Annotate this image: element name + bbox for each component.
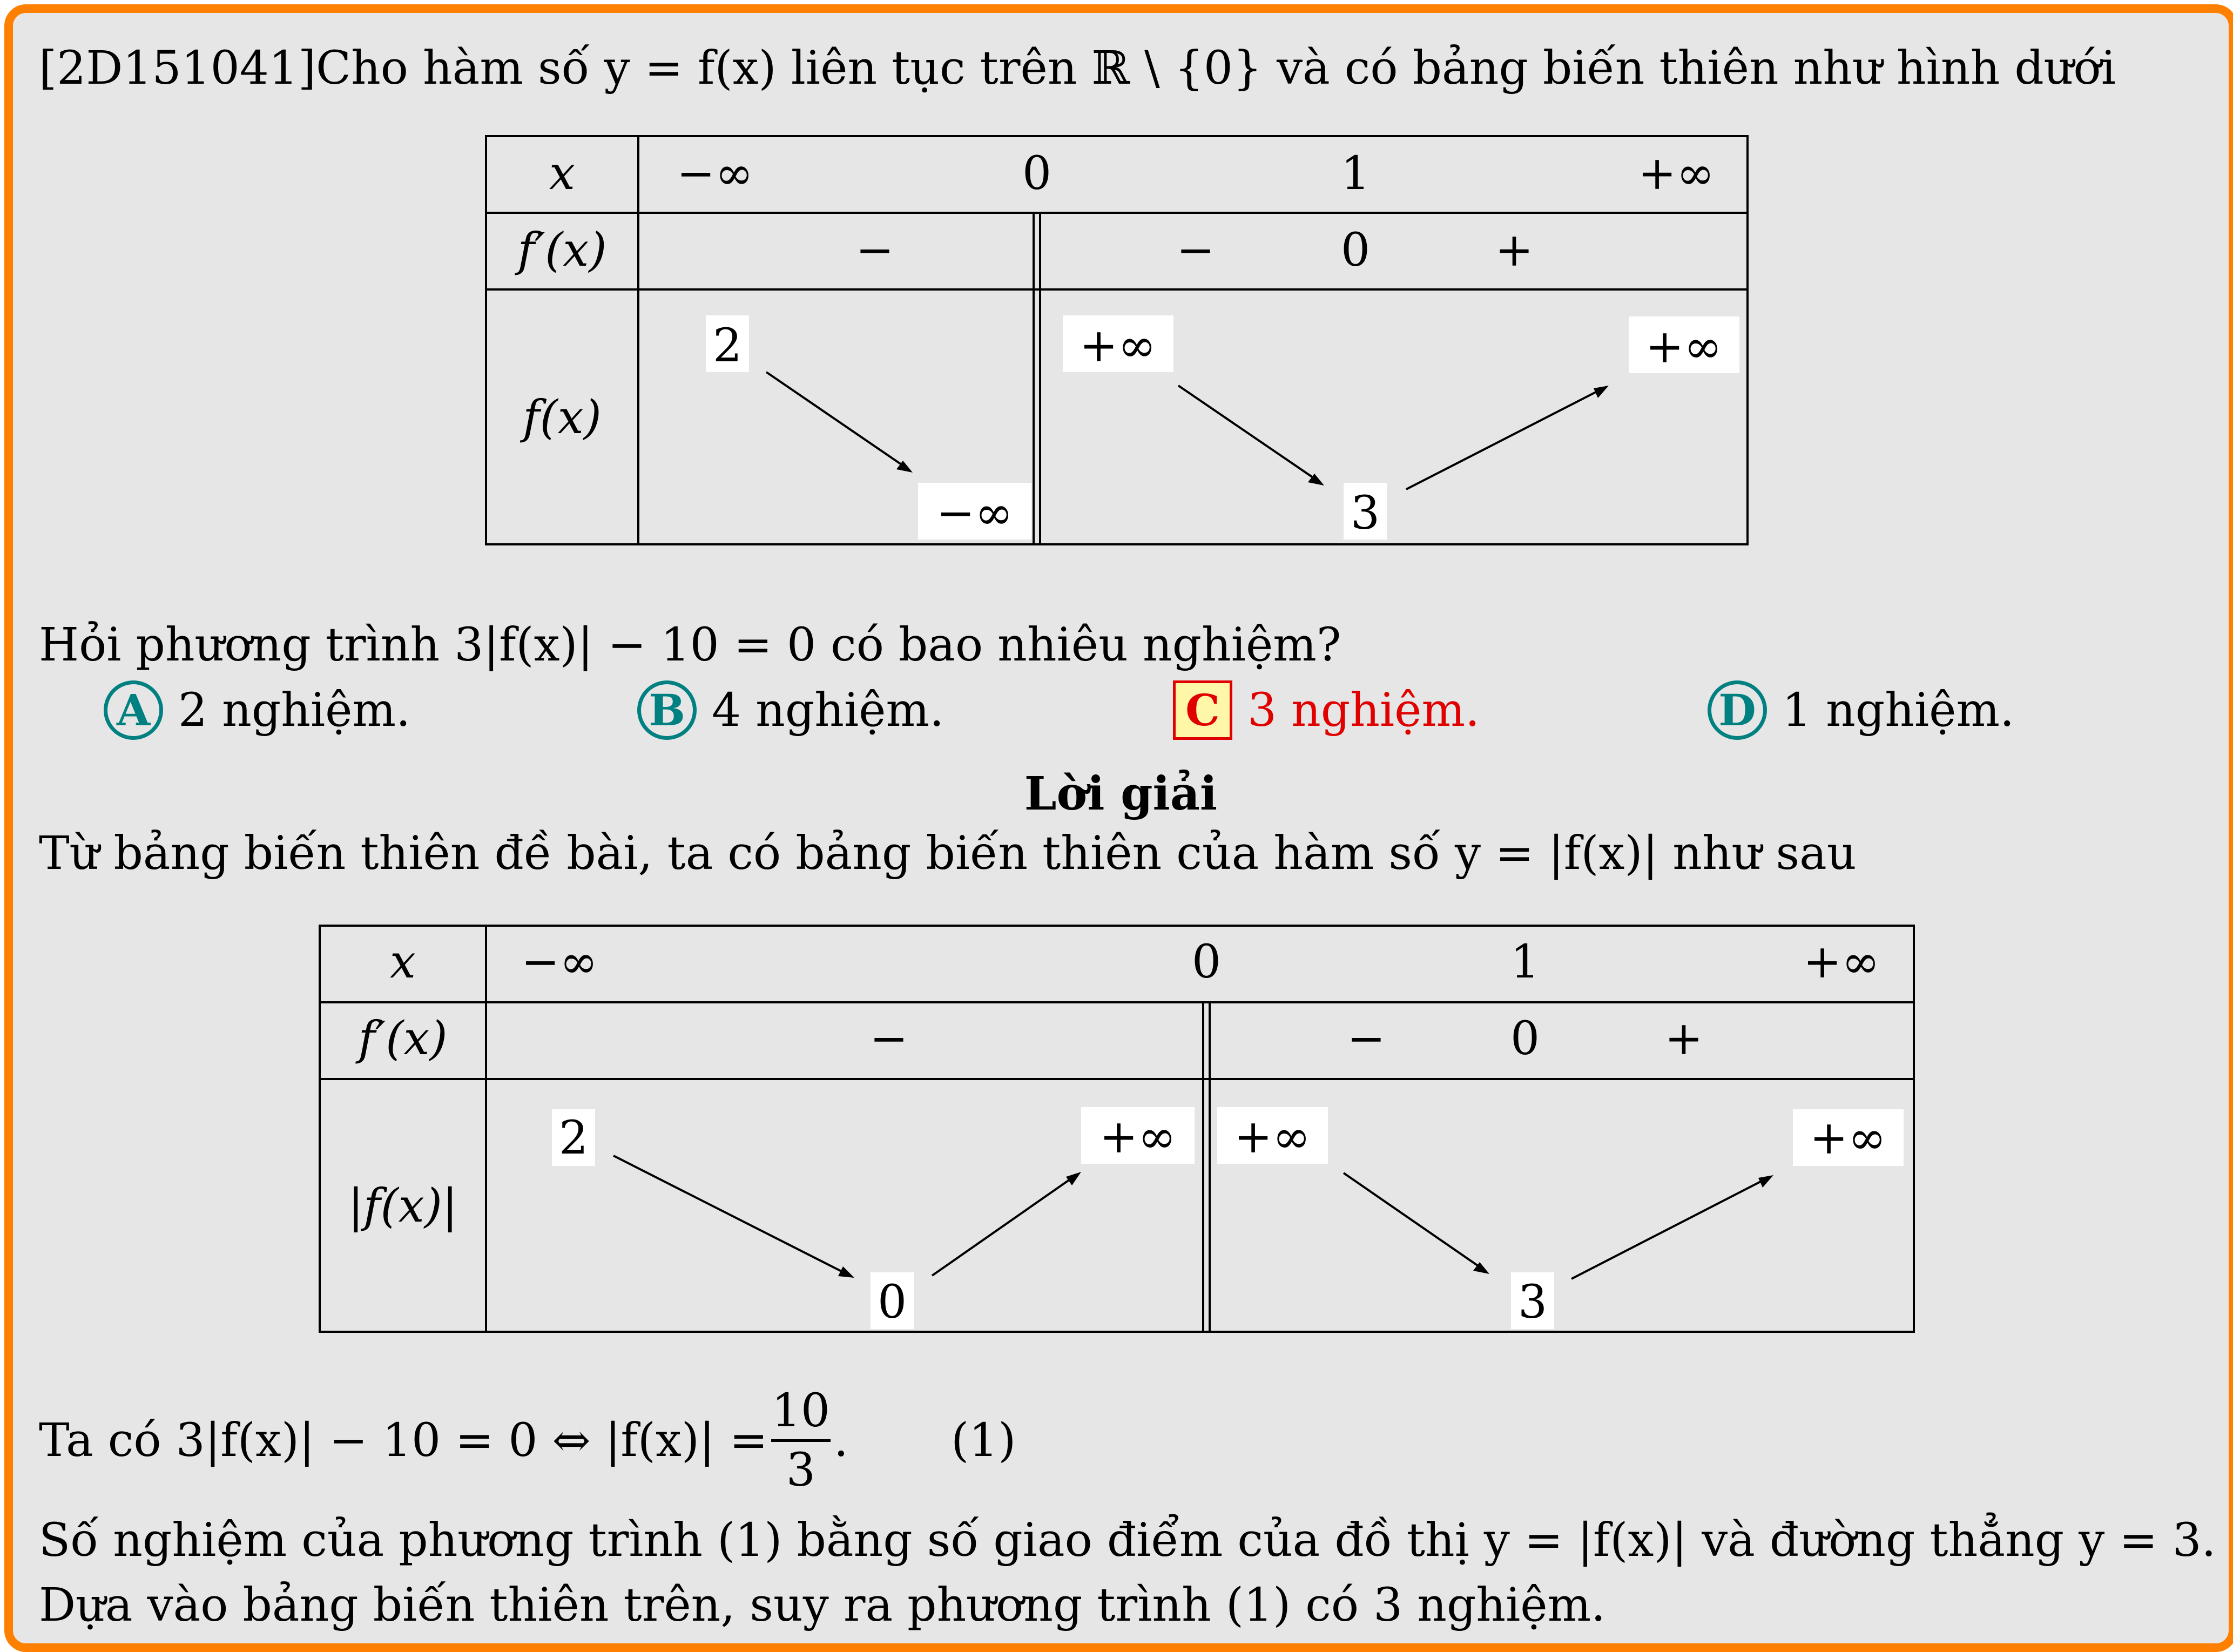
- t1-f-1: −∞: [936, 487, 1013, 540]
- t1-sign-3: +: [1495, 224, 1533, 277]
- option-b-text: 4 nghiệm.: [712, 683, 945, 737]
- t1-sign-2: 0: [1341, 224, 1370, 277]
- t2-arrow-up-2: [1571, 1179, 1763, 1280]
- option-d[interactable]: D 1 nghiệm.: [1708, 680, 2014, 740]
- t2-x-3: +∞: [1803, 935, 1880, 989]
- t2-f-2: +∞: [1099, 1110, 1176, 1164]
- t1-arrow-down-1: [765, 371, 904, 467]
- fraction-numerator: 10: [771, 1384, 830, 1438]
- option-d-text: 1 nghiệm.: [1782, 683, 2015, 737]
- t2-label-x: x: [390, 935, 416, 989]
- t2-x-1: 0: [1192, 935, 1221, 989]
- t2-f-4: 3: [1518, 1276, 1547, 1329]
- t2-x-0: −∞: [521, 935, 598, 989]
- problem-card: [2D151041]Cho hàm số y = f(x) liên tục t…: [4, 4, 2233, 1652]
- solution-heading: Lời giải: [1024, 767, 1218, 821]
- variation-table-2: x f′(x) |f(x)| −∞ 0 1 +∞ − − 0 + 2 0 +∞ …: [319, 925, 1915, 1333]
- t1-f-0: 2: [713, 319, 742, 373]
- t2-arrow-up-1: [931, 1177, 1072, 1277]
- t1-x-2: 1: [1341, 147, 1370, 200]
- option-c-marker: C: [1173, 680, 1232, 740]
- fraction-ten-thirds: 10 3: [771, 1387, 831, 1495]
- solution-equation: Ta có 3|f(x)| − 10 = 0 ⇔ |f(x)| = 10 3 .…: [39, 1387, 1016, 1495]
- option-a-text: 2 nghiệm.: [178, 683, 411, 737]
- t2-f-0: 2: [559, 1111, 588, 1165]
- variation-table-1: x f′(x) f(x) −∞ 0 1 +∞ − − 0 + 2 −∞ +∞ 3…: [485, 135, 1749, 545]
- equation-dot: .: [833, 1414, 848, 1468]
- fraction-bar: [771, 1439, 831, 1442]
- t2-sign-0: −: [869, 1012, 908, 1066]
- t1-label-fprime: f′(x): [514, 224, 606, 277]
- t2-sign-3: +: [1664, 1012, 1703, 1066]
- t1-x-1: 0: [1022, 147, 1051, 200]
- option-c-text: 3 nghiệm.: [1247, 683, 1480, 737]
- t2-label-fprime: f′(x): [355, 1012, 447, 1066]
- solution-line-4: Dựa vào bảng biến thiên trên, suy ra phư…: [39, 1579, 1606, 1632]
- t1-sign-0: −: [855, 224, 894, 277]
- question-ask: Hỏi phương trình 3|f(x)| − 10 = 0 có bao…: [39, 618, 1341, 672]
- equation-left: Ta có 3|f(x)| − 10 = 0 ⇔ |f(x)| =: [39, 1414, 768, 1468]
- t2-f-3: +∞: [1234, 1110, 1311, 1164]
- t1-x-3: +∞: [1638, 147, 1715, 200]
- t1-label-x: x: [549, 147, 575, 200]
- t2-f-5: +∞: [1810, 1111, 1886, 1165]
- t1-f-4: +∞: [1645, 320, 1722, 374]
- t1-x-0: −∞: [677, 147, 753, 200]
- option-b[interactable]: B 4 nghiệm.: [637, 680, 944, 740]
- t1-f-3: 3: [1351, 487, 1380, 540]
- t2-arrow-down-2: [1343, 1172, 1481, 1268]
- solution-line-1: Từ bảng biến thiên đề bài, ta có bảng bi…: [39, 827, 1857, 880]
- t1-f-2: +∞: [1080, 319, 1156, 373]
- solution-line-3: Số nghiệm của phương trình (1) bằng số g…: [39, 1514, 2216, 1567]
- t2-x-2: 1: [1510, 935, 1540, 989]
- option-a-marker: A: [104, 680, 163, 740]
- option-c[interactable]: C 3 nghiệm.: [1173, 680, 1480, 740]
- option-b-marker: B: [637, 680, 697, 740]
- t2-f-1: 0: [878, 1276, 907, 1329]
- t1-sign-1: −: [1176, 224, 1215, 277]
- question-intro: [2D151041]Cho hàm số y = f(x) liên tục t…: [39, 42, 2116, 95]
- t1-arrow-up-1: [1406, 390, 1598, 490]
- t2-sign-1: −: [1347, 1012, 1385, 1066]
- t2-label-absf: |f(x)|: [348, 1179, 458, 1233]
- equation-tag: (1): [950, 1414, 1016, 1468]
- t2-arrow-down-1: [613, 1155, 844, 1273]
- fraction-denominator: 3: [786, 1444, 815, 1498]
- option-a[interactable]: A 2 nghiệm.: [104, 680, 410, 740]
- t2-sign-2: 0: [1510, 1012, 1540, 1066]
- t1-arrow-down-2: [1177, 385, 1315, 480]
- option-d-marker: D: [1708, 680, 1767, 740]
- t1-label-f: f(x): [520, 391, 602, 444]
